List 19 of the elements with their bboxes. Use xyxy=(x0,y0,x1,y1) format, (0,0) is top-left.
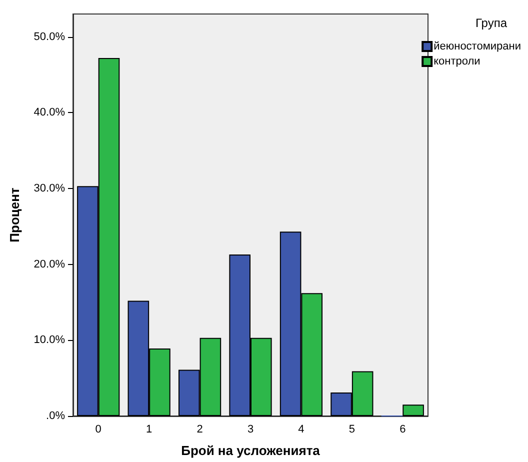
y-tick-label: .0% xyxy=(46,410,66,422)
x-tick-label: 0 xyxy=(95,424,102,436)
legend-label: йеюностомирани xyxy=(434,40,522,52)
x-tick-label: 2 xyxy=(196,424,203,436)
x-tick-label: 3 xyxy=(247,424,254,436)
y-tick-label: 50.0% xyxy=(34,30,66,43)
x-tick-label: 4 xyxy=(298,424,304,436)
y-axis-title: Процент xyxy=(7,188,22,242)
x-tick-label: 5 xyxy=(348,424,355,436)
x-tick-label: 6 xyxy=(400,424,406,436)
y-tick-label: 30.0% xyxy=(34,182,66,194)
legend-label: контроли xyxy=(434,56,480,68)
y-tick-label: 40.0% xyxy=(34,106,66,119)
x-tick-label: 1 xyxy=(146,424,152,436)
y-tick-label: 10.0% xyxy=(34,334,66,346)
y-tick-label: 20.0% xyxy=(34,258,66,270)
legend-title: Група xyxy=(475,16,508,30)
bar xyxy=(402,404,424,416)
x-axis-title: Брой на усложенията xyxy=(181,443,321,458)
